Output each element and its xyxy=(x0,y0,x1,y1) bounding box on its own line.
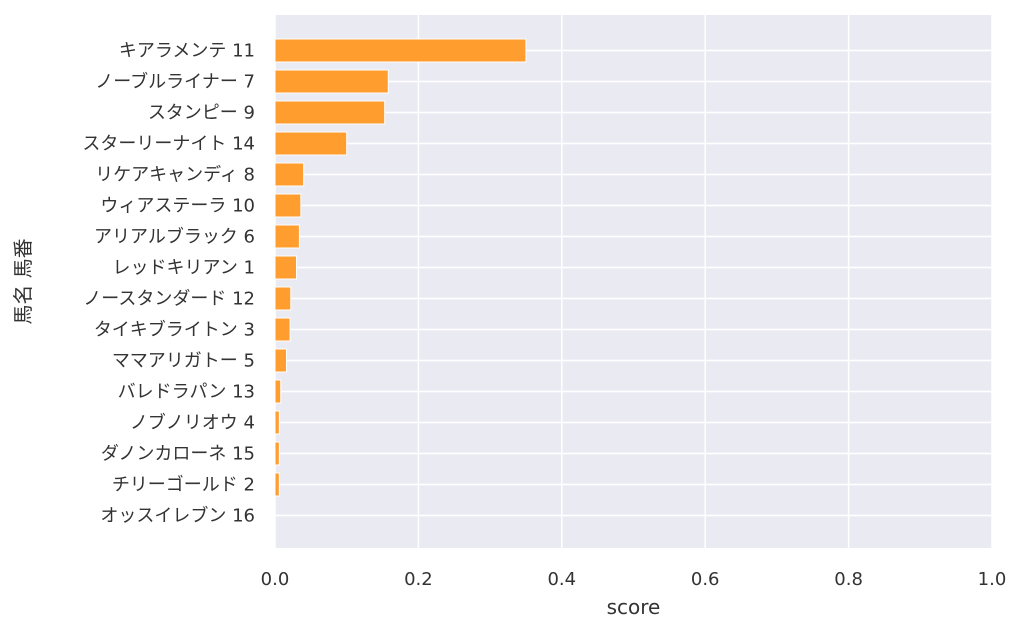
category-label: ママアリガトー 5 xyxy=(112,351,255,372)
bar xyxy=(274,224,300,249)
bar xyxy=(274,379,282,404)
grid-layer xyxy=(274,15,993,548)
x-tick-label: 0.6 xyxy=(691,569,720,590)
bar xyxy=(274,317,291,342)
category-label: リケアキャンディ 8 xyxy=(95,165,255,186)
bar xyxy=(274,38,527,63)
category-labels: キアラメンテ 11 ノーブルライナー 7 スタンピー 9 スターリーナイト 14 リケア… xyxy=(82,41,255,527)
category-label: ダノンカローネ 15 xyxy=(101,444,255,465)
x-tick-label: 0.8 xyxy=(834,569,863,590)
bar xyxy=(274,131,348,156)
category-label: ノーブルライナー 7 xyxy=(95,71,255,93)
bar xyxy=(274,69,389,94)
bar xyxy=(274,162,305,187)
bar xyxy=(274,348,287,373)
category-label: スタンピー 9 xyxy=(148,103,255,124)
bar xyxy=(274,193,302,218)
plot-background xyxy=(275,15,992,548)
category-label: タイキブライトン 3 xyxy=(94,319,255,341)
bar xyxy=(274,286,292,311)
category-label: ウィアステーラ 10 xyxy=(100,196,255,217)
bar xyxy=(274,410,280,435)
x-tick-label: 0.4 xyxy=(547,569,576,590)
x-tick-label: 1.0 xyxy=(978,569,1007,590)
category-label: バレドラパン 13 xyxy=(118,382,255,403)
category-label: アリアルブラック 6 xyxy=(94,226,255,248)
x-tick-labels: 0.0 0.2 0.4 0.6 0.8 1.0 xyxy=(261,569,1007,590)
category-label: チリーゴールド 2 xyxy=(112,475,255,496)
x-axis-title: score xyxy=(607,595,661,619)
x-tick-label: 0.2 xyxy=(404,569,433,590)
category-label: キアラメンテ 11 xyxy=(119,41,255,62)
category-label: オッスイレブン 16 xyxy=(100,505,255,527)
bar-layer xyxy=(274,38,527,497)
category-label: レッドキリアン 1 xyxy=(113,258,255,279)
x-tick-label: 0.0 xyxy=(261,569,290,590)
y-axis-title: 馬名 馬番 xyxy=(11,238,35,324)
category-label: スターリーナイト 14 xyxy=(82,134,255,155)
bar xyxy=(274,100,386,125)
category-label: ノースタンダード 12 xyxy=(83,289,255,310)
category-label: ノブノリオウ 4 xyxy=(130,412,255,434)
bar xyxy=(274,472,280,497)
bar xyxy=(274,255,298,280)
bar xyxy=(274,441,280,466)
